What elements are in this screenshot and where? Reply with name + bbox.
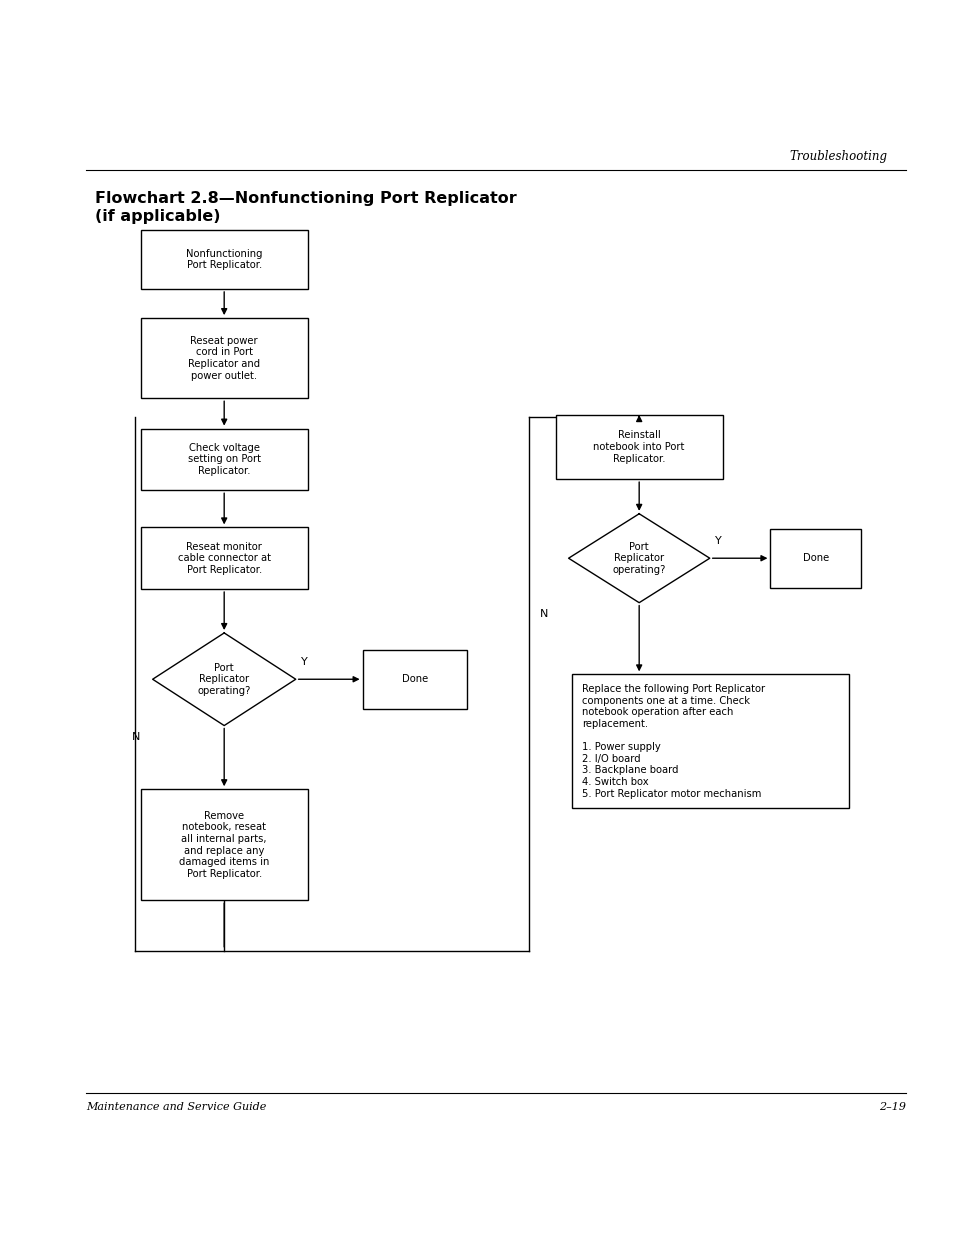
FancyBboxPatch shape [362,650,467,709]
Text: Nonfunctioning
Port Replicator.: Nonfunctioning Port Replicator. [186,248,262,270]
Text: Port
Replicator
operating?: Port Replicator operating? [197,663,251,695]
Text: Remove
notebook, reseat
all internal parts,
and replace any
damaged items in
Por: Remove notebook, reseat all internal par… [179,810,269,879]
FancyBboxPatch shape [141,230,307,289]
FancyBboxPatch shape [770,529,860,588]
Text: Flowchart 2.8—Nonfunctioning Port Replicator
(if applicable): Flowchart 2.8—Nonfunctioning Port Replic… [95,191,517,224]
Text: Reinstall
notebook into Port
Replicator.: Reinstall notebook into Port Replicator. [593,431,684,463]
FancyBboxPatch shape [141,429,307,490]
Text: 2–19: 2–19 [879,1102,905,1112]
Text: N: N [132,731,140,742]
Text: Check voltage
setting on Port
Replicator.: Check voltage setting on Port Replicator… [188,443,260,475]
Text: Y: Y [714,536,720,546]
Text: Reseat monitor
cable connector at
Port Replicator.: Reseat monitor cable connector at Port R… [177,542,271,574]
Text: Maintenance and Service Guide: Maintenance and Service Guide [86,1102,266,1112]
Text: Troubleshooting: Troubleshooting [788,149,886,163]
Text: N: N [539,609,548,619]
Polygon shape [152,632,295,725]
Polygon shape [568,514,709,603]
FancyBboxPatch shape [141,319,307,398]
FancyBboxPatch shape [141,527,307,589]
FancyBboxPatch shape [555,415,722,479]
Text: Done: Done [801,553,828,563]
Text: Done: Done [401,674,428,684]
Text: Y: Y [300,657,307,667]
FancyBboxPatch shape [572,674,848,808]
FancyBboxPatch shape [141,789,307,900]
Text: Replace the following Port Replicator
components one at a time. Check
notebook o: Replace the following Port Replicator co… [581,684,764,799]
Text: Port
Replicator
operating?: Port Replicator operating? [612,542,665,574]
Text: Reseat power
cord in Port
Replicator and
power outlet.: Reseat power cord in Port Replicator and… [188,336,260,380]
